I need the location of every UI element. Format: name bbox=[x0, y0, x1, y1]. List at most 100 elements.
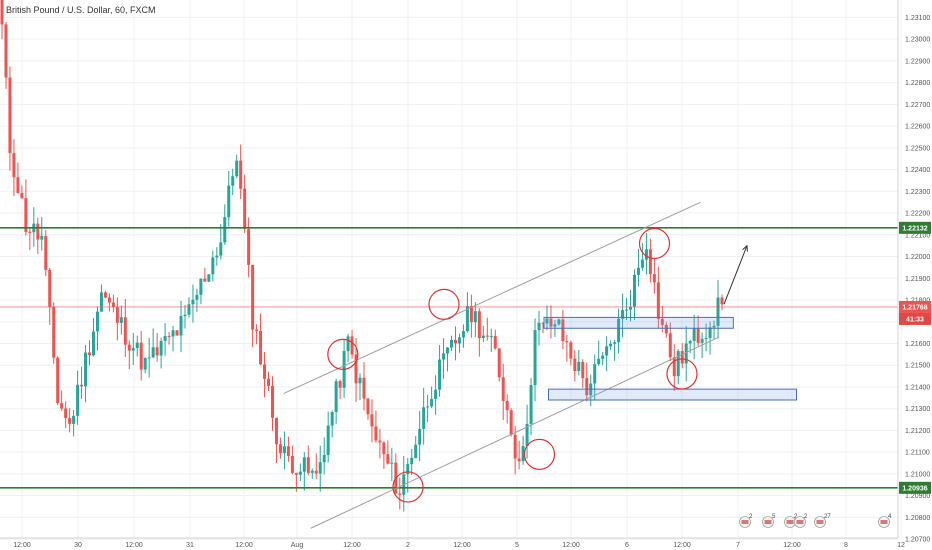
countdown-label: 41:33 bbox=[906, 316, 924, 323]
time-tick-label: 12:00 bbox=[453, 542, 471, 549]
candle-body bbox=[135, 342, 139, 349]
price-tick-label: 1.21400 bbox=[905, 384, 930, 391]
price-axis[interactable]: 1.23100 1.23000 1.22900 1.22800 1.22700 1.226… bbox=[897, 0, 931, 544]
candle-body bbox=[533, 330, 537, 386]
projection-arrow-line bbox=[723, 245, 748, 305]
candle-body bbox=[509, 410, 513, 435]
candle-body bbox=[720, 297, 724, 305]
candle-body bbox=[517, 458, 521, 462]
candle-body bbox=[668, 333, 672, 358]
candle-body bbox=[306, 457, 310, 473]
candle-body bbox=[127, 344, 131, 351]
candle-body bbox=[605, 346, 609, 356]
price-tick-label: 1.23100 bbox=[905, 15, 930, 22]
candle-body bbox=[577, 361, 581, 372]
candle-body bbox=[565, 341, 569, 343]
event-flag-stripe bbox=[816, 520, 824, 524]
time-tick-label: 12:00 bbox=[125, 542, 143, 549]
candle-body bbox=[286, 446, 290, 456]
candle-body bbox=[111, 302, 115, 307]
candle-body bbox=[247, 229, 251, 265]
candle-body bbox=[322, 454, 326, 463]
candle-body bbox=[123, 317, 127, 345]
candle-body bbox=[147, 357, 151, 359]
candle-body bbox=[151, 347, 155, 358]
time-tick-label: 8 bbox=[844, 542, 848, 549]
candle-body bbox=[410, 457, 414, 465]
candle-body bbox=[422, 407, 426, 429]
current-price-label: 1.21768 bbox=[902, 304, 927, 311]
level-price-label: 1.22132 bbox=[902, 225, 927, 232]
candle-body bbox=[581, 361, 585, 379]
candle-body bbox=[406, 464, 410, 475]
drawings[interactable] bbox=[0, 201, 898, 529]
price-tick-label: 1.22500 bbox=[905, 145, 930, 152]
candle-body bbox=[625, 309, 629, 311]
candle-body bbox=[609, 343, 613, 347]
candle-body bbox=[525, 423, 529, 447]
candle-body bbox=[8, 77, 12, 154]
candle-body bbox=[485, 335, 489, 337]
candle-body bbox=[175, 330, 179, 336]
event-badges[interactable]: 2 5 2 2 27 4 bbox=[739, 514, 893, 528]
price-tick-label: 1.21200 bbox=[905, 428, 930, 435]
candle-body bbox=[4, 24, 8, 78]
candle-body bbox=[617, 318, 621, 343]
candle-body bbox=[143, 357, 147, 370]
candle-body bbox=[36, 223, 40, 240]
channel-line bbox=[310, 336, 720, 529]
candle-body bbox=[457, 337, 461, 344]
swing-point-circle bbox=[638, 227, 671, 260]
candle-body bbox=[179, 316, 183, 336]
candle-body bbox=[644, 249, 648, 260]
candle-body bbox=[28, 231, 32, 233]
candle-body bbox=[278, 444, 282, 454]
candle-body bbox=[203, 278, 207, 282]
candle-body bbox=[119, 317, 123, 323]
time-tick-label: 30 bbox=[74, 542, 82, 549]
candle-body bbox=[318, 462, 322, 474]
candle-body bbox=[477, 311, 481, 339]
candle-body bbox=[0, 0, 4, 25]
candle-body bbox=[191, 299, 195, 305]
candle-body bbox=[338, 381, 342, 388]
candle-body bbox=[557, 319, 561, 325]
support-zone bbox=[543, 316, 734, 329]
candle-body bbox=[680, 351, 684, 364]
event-flag-stripe bbox=[796, 520, 804, 524]
candle-body bbox=[314, 470, 318, 474]
candle-body bbox=[231, 176, 235, 186]
candle-body bbox=[672, 357, 676, 377]
candle-body bbox=[330, 412, 334, 426]
candle-body bbox=[16, 177, 20, 193]
candle-body bbox=[418, 428, 422, 445]
price-tick-label: 1.21600 bbox=[905, 341, 930, 348]
candle-body bbox=[80, 384, 84, 387]
price-tick-label: 1.20700 bbox=[905, 537, 930, 544]
candle-body bbox=[107, 297, 111, 303]
candle-body bbox=[346, 336, 350, 352]
projection-arrow-head bbox=[742, 244, 748, 252]
candle-body bbox=[76, 384, 80, 416]
candle-body bbox=[44, 236, 48, 270]
candle-body bbox=[613, 342, 617, 344]
candle-body bbox=[632, 274, 636, 307]
candle-body bbox=[656, 282, 660, 319]
price-tick-label: 1.22200 bbox=[905, 211, 930, 218]
candles bbox=[0, 0, 724, 512]
candle-body bbox=[171, 330, 175, 337]
candle-body bbox=[270, 385, 274, 418]
candle-body bbox=[187, 304, 191, 315]
price-tick-label: 1.22100 bbox=[905, 232, 930, 239]
candle-body bbox=[103, 292, 107, 298]
candle-body bbox=[64, 408, 68, 419]
level-price-tag bbox=[899, 481, 931, 494]
time-axis[interactable]: 12:00 30 12:00 31 12:00 Aug 12:00 2 12:00 5 12:00 6… bbox=[0, 537, 905, 549]
candle-body bbox=[664, 324, 668, 334]
candle-body bbox=[370, 414, 374, 427]
candle-body bbox=[688, 340, 692, 344]
swing-point-circle bbox=[666, 358, 698, 390]
time-tick-label: 12:00 bbox=[673, 542, 691, 549]
candle-body bbox=[648, 249, 652, 275]
